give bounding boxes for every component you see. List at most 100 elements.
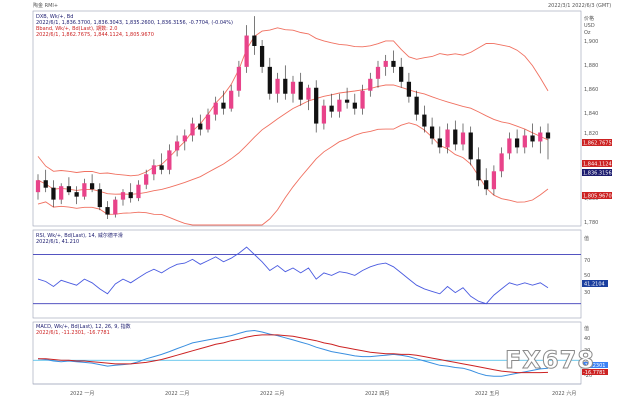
candle-body bbox=[545, 132, 551, 139]
candle-body bbox=[514, 138, 520, 148]
candle-body bbox=[344, 99, 350, 103]
candle-body bbox=[360, 90, 365, 109]
candle-body bbox=[136, 184, 141, 199]
candle-body bbox=[82, 183, 87, 197]
price-y-label: 1,840 bbox=[584, 111, 598, 117]
candle-body bbox=[530, 135, 535, 142]
price-y-label: 1,780 bbox=[584, 220, 598, 226]
candle-body bbox=[51, 187, 56, 200]
macd-legend-line-2: 2022/6/1, -11.2301, -16.7781 bbox=[36, 330, 110, 336]
rsi-y-label: 70 bbox=[584, 258, 590, 264]
x-axis-label: 2022 三月 bbox=[260, 391, 284, 397]
candle-body bbox=[120, 192, 126, 200]
candle-body bbox=[213, 102, 218, 115]
candle-body bbox=[383, 60, 388, 67]
candle-body bbox=[306, 87, 311, 100]
candle-body bbox=[144, 174, 149, 185]
candle-body bbox=[128, 192, 133, 199]
price-y-label: Oz bbox=[584, 30, 591, 36]
header-date-range: 2022/3/1 2022/6/3 (GMT) bbox=[548, 3, 611, 9]
header-title: 陶金 RMI+ bbox=[33, 2, 58, 9]
candle-body bbox=[174, 141, 180, 151]
rsi-value-tag-text: 41.2104 bbox=[584, 282, 605, 288]
candle-body bbox=[406, 81, 412, 97]
candle-body bbox=[422, 114, 427, 127]
candle-body bbox=[445, 129, 450, 148]
price-tags: 1,862.7675 1,844.1124 1,836.3156 1,805.9… bbox=[582, 139, 612, 200]
candle-body bbox=[35, 180, 41, 193]
lower-band-line bbox=[37, 122, 549, 226]
candle-body bbox=[74, 192, 79, 197]
rsi-legend-line-2: 2022/6/1, 41.210 bbox=[36, 239, 79, 245]
macd-legend: MACD, Wk/+, Bd(Last), 12, 26, 9, 指数 2022… bbox=[36, 323, 131, 336]
candle-body bbox=[507, 138, 512, 154]
candle-body bbox=[298, 81, 303, 100]
candle-body bbox=[198, 123, 203, 130]
x-axis-label: 2022 一月 bbox=[70, 391, 94, 397]
candle-body bbox=[491, 171, 497, 190]
candle-body bbox=[167, 150, 172, 170]
macd-slow-tag bbox=[582, 369, 608, 375]
macd-signal-line bbox=[38, 334, 549, 374]
candle-body bbox=[499, 153, 504, 172]
macd-fast-tag-text: -11.2301 bbox=[583, 363, 605, 369]
macd-y-axis: 值 40 20 0 -20 bbox=[584, 325, 592, 379]
candle-body bbox=[252, 35, 257, 46]
candle-body bbox=[476, 159, 481, 181]
close-price-tag bbox=[582, 169, 612, 176]
price-y-label: 价格 bbox=[584, 15, 594, 22]
macd-slow-tag-text: -16.7781 bbox=[583, 370, 605, 376]
candle-body bbox=[391, 60, 396, 67]
candle-body bbox=[321, 105, 327, 124]
price-legend-line-2: 2022/6/1, 1,836.3700, 1,836.3043, 1,835.… bbox=[36, 20, 233, 26]
rsi-y-label: 50 bbox=[584, 273, 590, 279]
price-y-label: 1,900 bbox=[584, 39, 598, 45]
rsi-line bbox=[37, 246, 549, 305]
candle-body bbox=[205, 114, 211, 130]
rsi-y-label: 30 bbox=[584, 290, 590, 296]
candle-body bbox=[59, 186, 64, 200]
candle-body bbox=[329, 105, 334, 112]
candle-body bbox=[159, 165, 164, 170]
candle-body bbox=[267, 66, 272, 94]
candle-body bbox=[259, 45, 265, 67]
macd-plot bbox=[33, 329, 581, 377]
candle-body bbox=[283, 78, 288, 94]
price-y-label: 1,820 bbox=[584, 131, 598, 137]
candle-body bbox=[484, 180, 489, 190]
candle-body bbox=[182, 135, 187, 142]
macd-y-label: -20 bbox=[584, 373, 592, 379]
candle-body bbox=[244, 35, 249, 67]
middle-band-tag bbox=[582, 160, 612, 167]
rsi-panel bbox=[32, 229, 582, 319]
lower-band-tag bbox=[582, 192, 612, 199]
candle-body bbox=[229, 90, 234, 109]
candle-body bbox=[314, 87, 319, 124]
candle-body bbox=[66, 186, 72, 193]
candle-body bbox=[105, 207, 110, 215]
price-y-label: USD bbox=[584, 23, 595, 29]
candle-body bbox=[113, 199, 118, 215]
candlesticks bbox=[35, 16, 551, 220]
candle-body bbox=[290, 81, 296, 94]
candle-body bbox=[43, 180, 48, 188]
rsi-legend: RSI, Wk/+, Bd(Last), 14, 威尔德平滑 2022/6/1,… bbox=[36, 232, 123, 245]
candle-body bbox=[429, 126, 435, 139]
price-legend-line-3: Bband, Wk/+, Bd(Last), 期数: 2.0 bbox=[36, 25, 117, 32]
candle-body bbox=[460, 132, 466, 145]
macd-y-label: 40 bbox=[584, 336, 590, 342]
candle-body bbox=[89, 183, 95, 190]
candle-body bbox=[375, 66, 381, 79]
x-axis: 2022 一月 2022 二月 2022 三月 2022 四月 2022 五月 … bbox=[33, 383, 581, 397]
candle-body bbox=[151, 165, 157, 175]
candle-body bbox=[275, 78, 280, 94]
candle-body bbox=[97, 189, 102, 208]
close-price-tag-text: 1,836.3156 bbox=[583, 171, 612, 177]
rsi-value-tag bbox=[582, 280, 608, 287]
candle-body bbox=[190, 123, 195, 136]
x-axis-label: 2022 六月 bbox=[552, 390, 576, 397]
macd-fast-line bbox=[37, 329, 549, 377]
macd-y-label: 20 bbox=[584, 348, 590, 354]
x-axis-label: 2022 二月 bbox=[165, 391, 189, 397]
rsi-plot bbox=[33, 246, 581, 305]
